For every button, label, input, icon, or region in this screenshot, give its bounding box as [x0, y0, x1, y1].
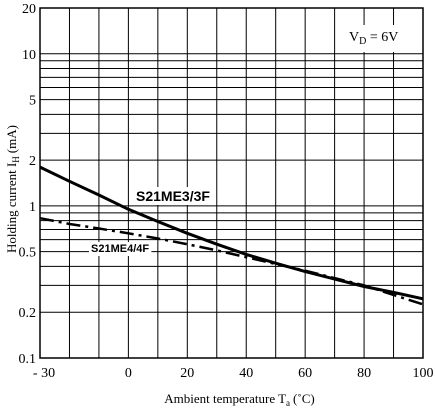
x-axis-title: Ambient temperature Ta (˚C): [164, 391, 314, 408]
y-tick-label: 0.1: [19, 352, 37, 367]
y-tick-label: 0.5: [19, 246, 37, 261]
x-tick-label: 100: [413, 366, 434, 381]
condition-annotation: VD = 6V: [349, 30, 398, 47]
series-label-bg-2: [89, 242, 152, 256]
x-tick-label: 20: [180, 366, 194, 381]
series-line-s21me3-3f: [39, 165, 424, 301]
y-tick-label: 2: [29, 154, 36, 169]
x-tick-label: - 30: [33, 366, 55, 381]
x-tick-label: 80: [357, 366, 371, 381]
x-tick-label: 60: [298, 366, 312, 381]
x-tick-label: 0: [125, 366, 132, 381]
series-label-s21me3-3f: S21ME3/3F: [136, 188, 210, 204]
y-tick-label: 10: [22, 48, 36, 63]
series-layer: [39, 165, 424, 306]
series-line-s21me4-4f: [39, 216, 424, 306]
annotation-box: [344, 25, 404, 52]
plot-frame: [39, 7, 424, 359]
grid-lines: [39, 7, 424, 359]
y-axis-title: Holding current IH(mA): [4, 125, 21, 253]
series-label-bg-1: [134, 187, 213, 205]
y-tick-label: 20: [22, 2, 36, 17]
tick-labels: - 30 0 20 40 60 80 100 0.1 0.2 0.5 1 2 5 10 20: [19, 2, 434, 381]
series-label-s21me4-4f: S21ME4/4F: [91, 243, 149, 255]
y-tick-label: 5: [29, 94, 36, 109]
y-tick-label: 1: [29, 200, 36, 215]
x-tick-label: 40: [239, 366, 253, 381]
y-tick-label: 0.2: [19, 306, 37, 321]
